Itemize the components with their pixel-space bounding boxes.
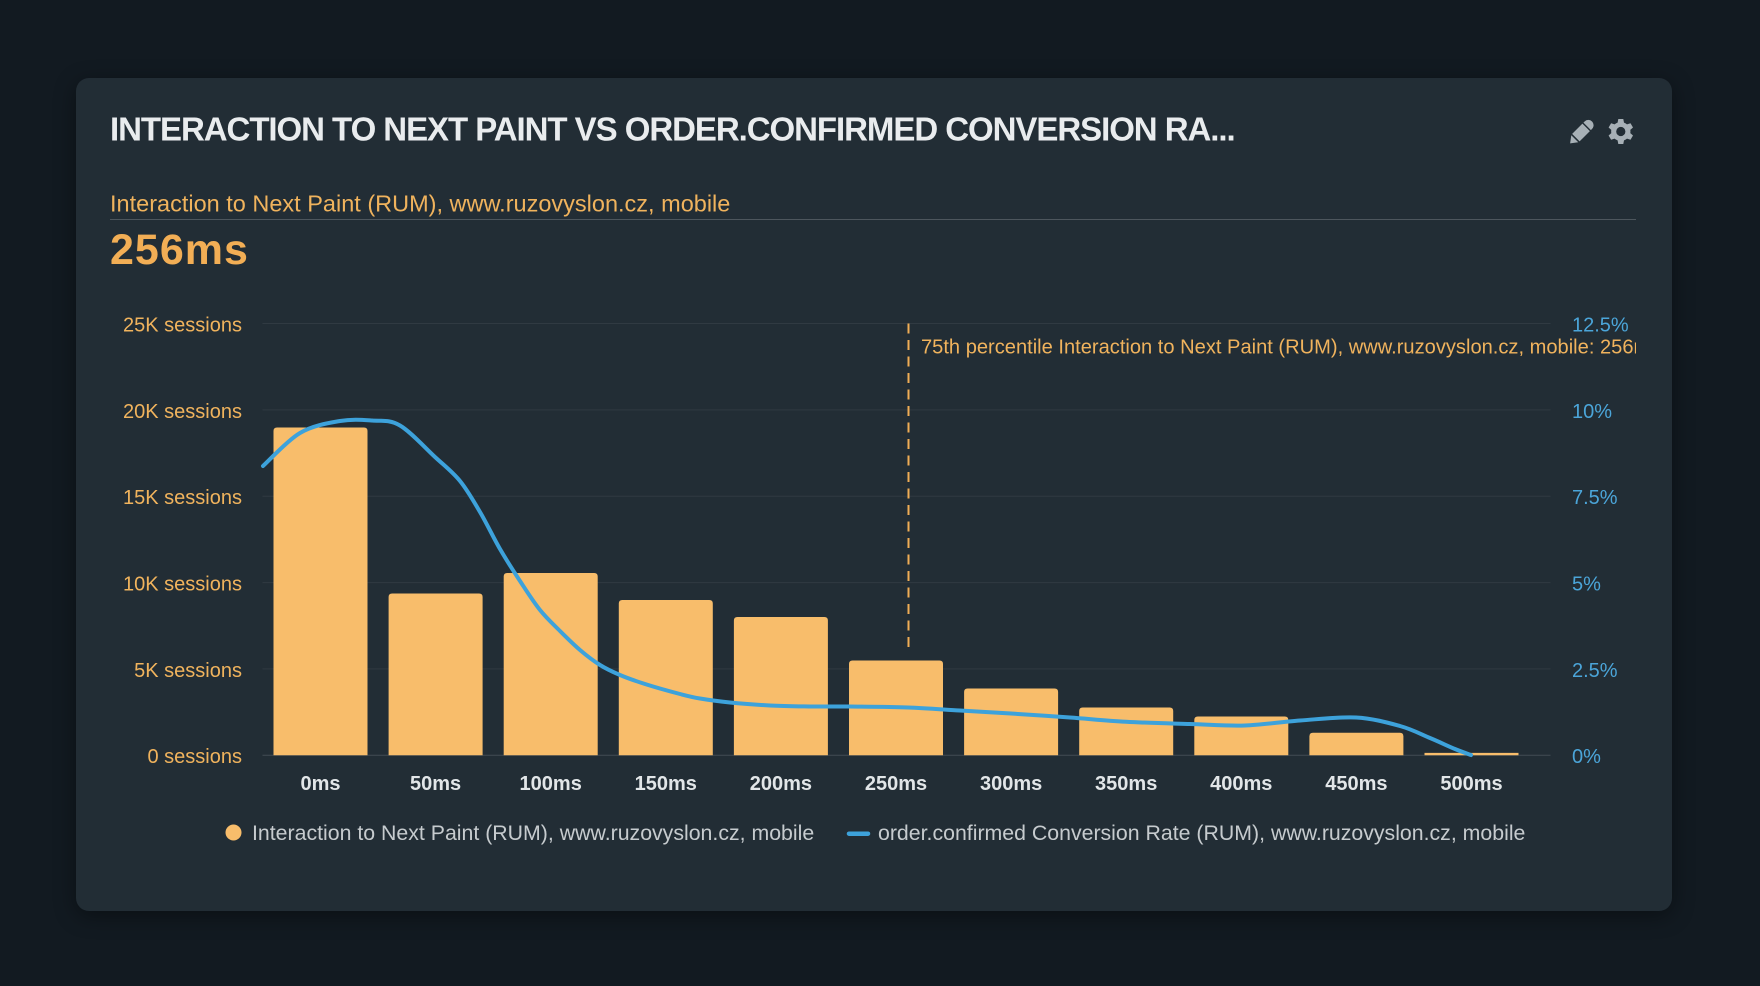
svg-text:150ms: 150ms (635, 773, 697, 795)
svg-text:20K sessions: 20K sessions (123, 401, 242, 423)
svg-text:Interaction to Next Paint (RUM: Interaction to Next Paint (RUM), www.ruz… (252, 821, 814, 845)
svg-text:Interaction to Next Paint (RUM: Interaction to Next Paint (RUM), www.ruz… (110, 191, 730, 217)
svg-text:100ms: 100ms (520, 773, 582, 795)
svg-text:5K sessions: 5K sessions (134, 660, 242, 682)
svg-text:350ms: 350ms (1095, 773, 1157, 795)
svg-text:10K sessions: 10K sessions (123, 574, 242, 596)
svg-text:450ms: 450ms (1325, 773, 1387, 795)
svg-text:order.confirmed Conversion Rat: order.confirmed Conversion Rate (RUM), w… (878, 821, 1525, 845)
svg-text:0%: 0% (1572, 746, 1601, 768)
svg-text:7.5%: 7.5% (1572, 487, 1618, 509)
svg-text:200ms: 200ms (750, 773, 812, 795)
svg-text:400ms: 400ms (1210, 773, 1272, 795)
svg-text:75th percentile Interaction to: 75th percentile Interaction to Next Pain… (921, 337, 1660, 359)
svg-text:10%: 10% (1572, 401, 1612, 423)
svg-text:300ms: 300ms (980, 773, 1042, 795)
svg-text:0ms: 0ms (300, 773, 340, 795)
svg-text:50ms: 50ms (410, 773, 461, 795)
svg-text:2.5%: 2.5% (1572, 660, 1618, 682)
svg-text:256ms: 256ms (110, 226, 249, 274)
svg-text:INTERACTION TO NEXT PAINT VS O: INTERACTION TO NEXT PAINT VS ORDER.CONFI… (110, 111, 1235, 148)
svg-text:0 sessions: 0 sessions (148, 746, 243, 768)
svg-text:25K sessions: 25K sessions (123, 315, 242, 337)
svg-text:12.5%: 12.5% (1572, 315, 1629, 337)
svg-text:5%: 5% (1572, 574, 1601, 596)
svg-text:15K sessions: 15K sessions (123, 487, 242, 509)
svg-text:250ms: 250ms (865, 773, 927, 795)
svg-text:500ms: 500ms (1440, 773, 1502, 795)
